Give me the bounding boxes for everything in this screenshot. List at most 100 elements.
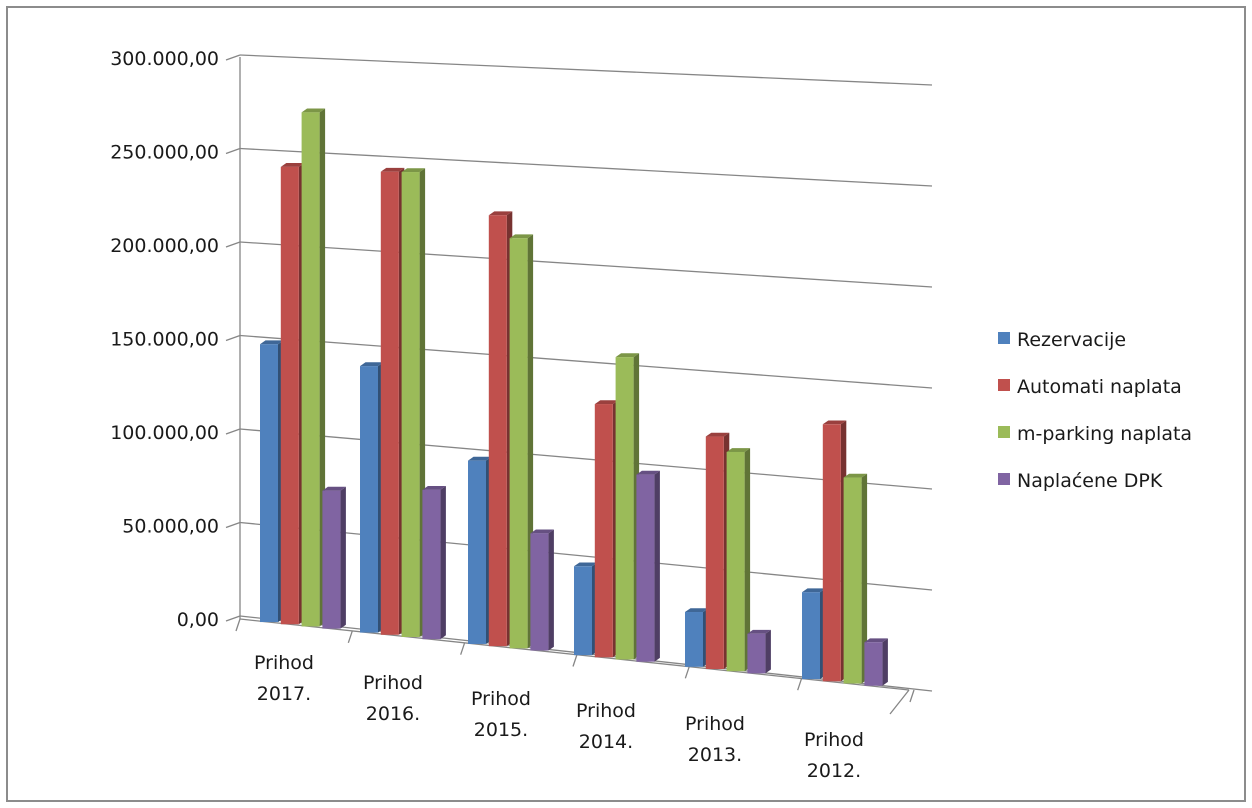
bar [726, 448, 751, 672]
x-category-label-line: Prihod [685, 713, 745, 735]
y-tick-mark [225, 147, 241, 155]
bar-front [864, 642, 883, 686]
bar-top [322, 486, 346, 491]
bar-front [822, 424, 841, 682]
x-category-label-line: 2016. [366, 703, 420, 725]
x-category-label-line: Prihod [363, 672, 423, 694]
bar-top [422, 486, 446, 490]
bar-top [747, 629, 771, 634]
bar-side [861, 473, 868, 684]
legend-swatch [998, 473, 1010, 485]
bar-top [843, 473, 868, 478]
bar-top [685, 608, 709, 612]
bar [260, 340, 284, 623]
gridline [239, 54, 933, 86]
x-category-label-line: 2012. [807, 760, 861, 782]
bar-top [726, 448, 751, 452]
gridline [239, 428, 933, 490]
bar-front [380, 171, 399, 635]
legend-swatch [998, 379, 1010, 391]
bar-front [615, 357, 634, 660]
bar-front [468, 460, 486, 644]
bar-top [822, 420, 847, 425]
legend-label: Naplaćene DPK [1017, 470, 1163, 492]
x-tick-mark [572, 654, 578, 667]
y-tick-mark [225, 54, 241, 61]
bar-side [654, 470, 660, 662]
bar-top [594, 400, 619, 405]
bar [509, 234, 534, 649]
x-category-label-line: Prihod [804, 729, 864, 751]
bar-top [280, 163, 305, 167]
legend: Rezervacije Automati naplata m-parking nap… [998, 329, 1192, 492]
x-category-label: Prihod 2013. [685, 713, 745, 766]
x-tick-mark [460, 642, 466, 655]
bar-front [509, 238, 528, 649]
bar-top [615, 353, 640, 358]
bar [488, 211, 513, 647]
bar [636, 470, 660, 662]
gridline [239, 147, 933, 187]
floor-right-edge [889, 689, 910, 715]
x-category-label: Prihod 2012. [804, 729, 864, 782]
bar [280, 163, 305, 625]
x-category-label: Prihod 2014. [576, 700, 636, 753]
legend-label: m-parking naplata [1017, 423, 1192, 445]
y-tick-mark [225, 428, 241, 435]
bar [322, 486, 346, 629]
y-tick-mark [225, 334, 241, 342]
bar-front [401, 172, 420, 637]
bar [747, 629, 771, 674]
bar-front [260, 344, 278, 623]
bar-front [726, 451, 745, 672]
bar-top [705, 432, 730, 437]
y-tick-mark [225, 521, 241, 529]
x-category-label: Prihod 2017. [254, 652, 314, 705]
bar [401, 168, 426, 637]
gridline [239, 521, 933, 591]
gridline [239, 241, 933, 288]
legend-label: Rezervacije [1017, 329, 1126, 351]
bar-front [360, 366, 378, 633]
x-category-label: Prihod 2016. [363, 672, 423, 725]
y-tick-label: 200.000,00 [110, 235, 219, 257]
bar [615, 353, 640, 660]
bar [574, 562, 598, 656]
chart-svg: 0,00 50.000,00 100.000,00 150.000,00 200.000… [110, 48, 1192, 782]
bar [301, 108, 326, 627]
y-tick-mark [225, 615, 241, 622]
x-category-label-line: Prihod [471, 688, 531, 710]
bar-top [380, 167, 405, 172]
y-tick-label: 250.000,00 [110, 142, 219, 164]
bar-front [594, 404, 613, 658]
bar-front [322, 490, 341, 629]
bar [843, 473, 868, 684]
y-axis-tick-labels: 0,00 50.000,00 100.000,00 150.000,00 200.000… [110, 48, 219, 631]
y-tick-label: 150.000,00 [110, 329, 219, 351]
bar-front [747, 633, 766, 674]
bar-front [280, 166, 299, 625]
x-category-label-line: 2015. [474, 719, 528, 741]
bar-top [468, 456, 492, 461]
bar [380, 167, 405, 635]
x-tick-mark [797, 677, 803, 691]
bar [864, 638, 888, 686]
x-tick-mark [909, 689, 915, 703]
bar [594, 400, 619, 658]
legend-swatch [998, 426, 1010, 438]
bar-top [401, 168, 426, 172]
bar-top [636, 470, 660, 475]
legend-swatch [998, 332, 1010, 344]
bar-top [530, 529, 554, 534]
y-tick-label: 300.000,00 [110, 48, 219, 70]
legend-item: Naplaćene DPK [998, 470, 1163, 492]
bar-front [843, 477, 862, 684]
bar-side [882, 638, 888, 686]
bar [822, 420, 847, 682]
bar-front [488, 215, 507, 647]
bars [260, 108, 888, 686]
bar-front [802, 592, 820, 680]
y-tick-label: 50.000,00 [122, 516, 219, 538]
bar-side [765, 629, 771, 674]
bar [685, 608, 709, 667]
